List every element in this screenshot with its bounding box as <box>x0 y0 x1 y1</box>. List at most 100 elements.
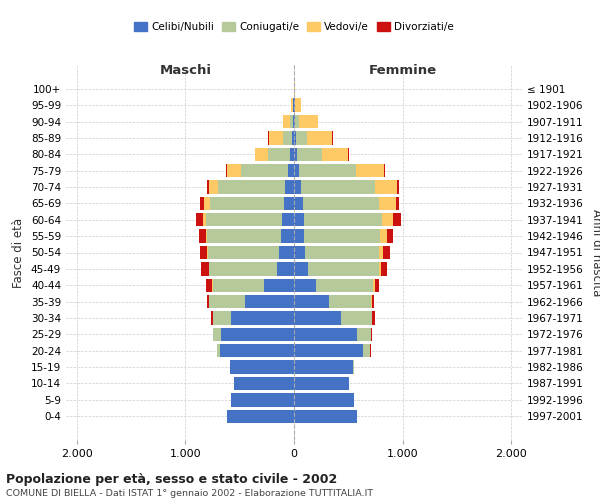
Bar <box>207 295 209 308</box>
Bar <box>283 115 290 128</box>
Bar <box>295 98 301 112</box>
Bar <box>307 131 332 144</box>
Bar <box>299 164 356 177</box>
Legend: Celibi/Nubili, Coniugati/e, Vedovi/e, Divorziati/e: Celibi/Nubili, Coniugati/e, Vedovi/e, Di… <box>130 18 458 36</box>
Bar <box>234 377 294 390</box>
Bar <box>286 180 294 194</box>
Bar <box>211 312 212 324</box>
Bar <box>383 246 389 259</box>
Bar <box>356 164 383 177</box>
Bar <box>294 328 357 341</box>
Bar <box>380 230 387 243</box>
Bar <box>231 312 294 324</box>
Bar <box>375 180 397 194</box>
Bar <box>304 213 382 226</box>
Bar <box>397 180 399 194</box>
Bar <box>207 230 281 243</box>
Bar <box>304 230 380 243</box>
Bar <box>207 180 209 194</box>
Bar <box>294 115 295 128</box>
Bar <box>294 131 296 144</box>
Bar <box>200 196 205 210</box>
Bar <box>220 344 294 358</box>
Bar <box>396 196 400 210</box>
Bar <box>291 98 293 112</box>
Bar <box>201 262 209 276</box>
Bar <box>371 295 374 308</box>
Bar <box>379 262 381 276</box>
Y-axis label: Anni di nascita: Anni di nascita <box>590 209 600 296</box>
Bar <box>294 164 299 177</box>
Bar <box>382 213 393 226</box>
Bar <box>294 377 349 390</box>
Bar <box>294 344 364 358</box>
Bar <box>294 148 297 161</box>
Bar <box>231 393 294 406</box>
Bar <box>212 278 263 292</box>
Bar <box>290 148 294 161</box>
Bar <box>221 328 294 341</box>
Bar <box>322 148 348 161</box>
Bar <box>212 328 221 341</box>
Bar <box>217 344 220 358</box>
Bar <box>295 115 299 128</box>
Bar <box>256 148 268 161</box>
Bar <box>206 278 212 292</box>
Bar <box>294 180 301 194</box>
Bar <box>230 360 294 374</box>
Bar <box>387 230 393 243</box>
Bar <box>199 230 206 243</box>
Bar <box>203 213 206 226</box>
Bar <box>268 148 290 161</box>
Bar <box>381 262 387 276</box>
Text: Femmine: Femmine <box>368 64 437 78</box>
Bar <box>316 278 373 292</box>
Bar <box>294 213 304 226</box>
Bar <box>294 230 304 243</box>
Bar <box>279 246 294 259</box>
Text: COMUNE DI BIELLA - Dati ISTAT 1° gennaio 2002 - Elaborazione TUTTITALIA.IT: COMUNE DI BIELLA - Dati ISTAT 1° gennaio… <box>6 489 373 498</box>
Bar <box>283 131 292 144</box>
Bar <box>290 115 293 128</box>
Bar <box>301 180 375 194</box>
Bar <box>294 262 308 276</box>
Bar <box>379 246 383 259</box>
Bar <box>305 246 379 259</box>
Bar <box>263 278 294 292</box>
Bar <box>200 246 207 259</box>
Y-axis label: Fasce di età: Fasce di età <box>13 218 25 288</box>
Bar <box>288 164 294 177</box>
Bar <box>212 312 231 324</box>
Text: Maschi: Maschi <box>160 64 211 78</box>
Bar <box>294 410 357 423</box>
Bar <box>296 131 307 144</box>
Bar <box>205 196 210 210</box>
Bar <box>372 312 375 324</box>
Bar <box>294 295 329 308</box>
Bar <box>269 131 283 144</box>
Bar <box>227 410 294 423</box>
Bar <box>210 196 284 210</box>
Bar <box>293 115 294 128</box>
Bar <box>375 278 379 292</box>
Bar <box>341 312 372 324</box>
Bar <box>357 328 371 341</box>
Bar <box>393 213 401 226</box>
Bar <box>209 180 218 194</box>
Bar <box>353 360 354 374</box>
Bar <box>294 246 305 259</box>
Bar <box>294 278 316 292</box>
Bar <box>329 295 371 308</box>
Bar <box>227 164 241 177</box>
Bar <box>206 230 207 243</box>
Bar <box>294 393 354 406</box>
Bar <box>209 295 245 308</box>
Bar <box>218 180 286 194</box>
Bar <box>379 196 396 210</box>
Bar <box>292 131 294 144</box>
Bar <box>294 360 353 374</box>
Bar <box>373 278 375 292</box>
Bar <box>299 115 317 128</box>
Bar <box>294 196 302 210</box>
Bar <box>297 148 322 161</box>
